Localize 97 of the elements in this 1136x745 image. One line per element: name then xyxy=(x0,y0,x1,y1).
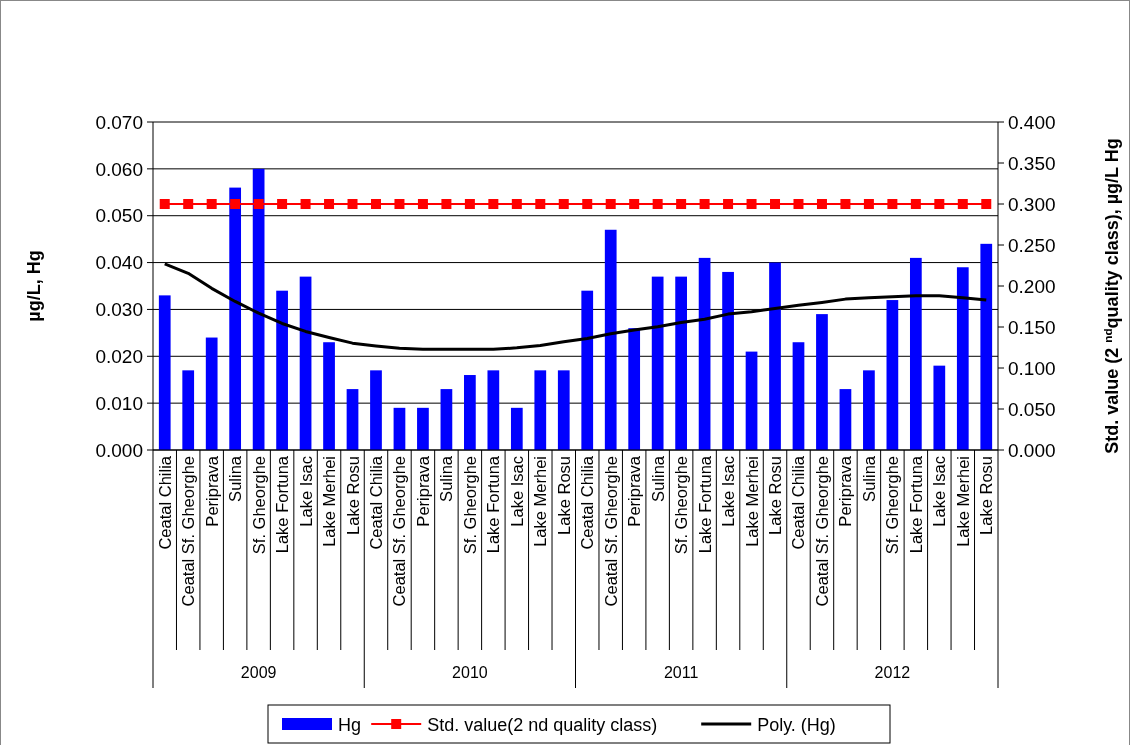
y-tick-label: 0.000 xyxy=(95,439,143,461)
bar xyxy=(252,168,265,450)
text: 2012 xyxy=(874,664,911,681)
y2-tick-label: 0.250 xyxy=(1008,234,1056,256)
bar xyxy=(276,290,288,450)
y2-tick-label: 0.000 xyxy=(1008,439,1056,461)
y-tick-label: 0.030 xyxy=(95,299,143,321)
bar xyxy=(980,243,993,450)
text: 2011 xyxy=(663,664,699,681)
bar xyxy=(417,407,429,450)
x-tick-label: Sf. Gheorghe xyxy=(460,456,479,555)
legend-label: Poly. (Hg) xyxy=(757,715,836,735)
bar xyxy=(909,257,922,450)
bar xyxy=(158,295,171,450)
bar xyxy=(956,267,969,450)
legend-label: Std. value(2 nd quality class) xyxy=(427,715,658,735)
bar xyxy=(886,300,899,450)
y2-tick-label: 0.050 xyxy=(1008,398,1056,420)
bar xyxy=(792,342,805,450)
x-tick-label: Sf. Gheorghe xyxy=(672,456,691,555)
bar xyxy=(581,290,594,450)
bar xyxy=(557,370,570,450)
x-tick-label: Lake Rosu xyxy=(977,456,996,535)
y-tick-label: 0.010 xyxy=(95,392,143,414)
bar xyxy=(534,370,547,450)
x-tick-label: Lake Merhei xyxy=(531,456,550,547)
x-tick-label: Lake Fortuna xyxy=(484,455,503,554)
x-tick-label: Lake Fortuna xyxy=(906,455,925,554)
bar xyxy=(651,276,664,450)
bar xyxy=(816,314,828,450)
x-tick-label: Lake Merhei xyxy=(320,456,339,547)
bar xyxy=(675,276,687,450)
bar xyxy=(769,262,781,450)
x-tick-label: Sf. Gheorghe xyxy=(249,456,268,555)
x-tick-label: Sf. Gheorghe xyxy=(883,456,902,555)
x-tick-label: Lake Isac xyxy=(930,456,949,527)
x-tick-label: Ceatal Chilia xyxy=(789,455,808,550)
x-tick-label: Sulina xyxy=(859,455,878,502)
x-tick-label: Ceatal Chilia xyxy=(578,455,597,550)
x-tick-label: Lake Merhei xyxy=(742,456,761,547)
y2-tick-label: 0.400 xyxy=(1008,111,1056,133)
bar xyxy=(722,271,734,450)
y-tick-label: 0.060 xyxy=(95,158,143,180)
x-tick-label: Lake Isac xyxy=(296,456,315,527)
bar xyxy=(393,407,406,450)
x-tick-label: Ceatal Sf. Gheorghe xyxy=(812,456,831,607)
x-tick-label: Lake Isac xyxy=(507,456,526,527)
bar xyxy=(182,370,195,450)
y2-tick-label: 0.300 xyxy=(1008,193,1056,215)
y-tick-label: 0.020 xyxy=(95,345,143,367)
x-tick-label: Ceatal Chilia xyxy=(155,455,174,550)
x-tick-label: Lake Fortuna xyxy=(273,455,292,554)
x-tick-label: Sulina xyxy=(437,455,456,502)
legend-label: Hg xyxy=(338,715,362,735)
y-axis-title: µg/L, Hg xyxy=(24,250,44,322)
text: 2009 xyxy=(240,664,277,681)
x-tick-label: Ceatal Chilia xyxy=(366,455,385,550)
y-tick-label: 0.070 xyxy=(95,111,143,133)
y2-tick-label: 0.100 xyxy=(1008,357,1056,379)
bar xyxy=(440,389,453,450)
bar xyxy=(229,187,242,450)
y-tick-label: 0.050 xyxy=(95,205,143,227)
bar xyxy=(628,328,641,450)
bar xyxy=(510,407,523,450)
x-tick-label: Sulina xyxy=(648,455,667,502)
bar xyxy=(933,365,946,450)
bar xyxy=(464,375,476,450)
x-tick-label: Periprava xyxy=(836,455,855,527)
bar xyxy=(370,370,382,450)
bar xyxy=(205,337,218,450)
bar xyxy=(487,370,500,450)
x-tick-label: Lake Fortuna xyxy=(695,455,714,554)
x-tick-label: Lake Merhei xyxy=(953,456,972,547)
x-tick-label: Periprava xyxy=(413,455,432,527)
x-tick-label: Lake Isac xyxy=(719,456,738,527)
y-tick-label: 0.040 xyxy=(95,252,143,274)
bar xyxy=(863,370,875,450)
x-tick-label: Ceatal Sf. Gheorghe xyxy=(601,456,620,607)
x-tick-label: Lake Rosu xyxy=(554,456,573,535)
x-tick-label: Ceatal Sf. Gheorghe xyxy=(390,456,409,607)
y2-tick-label: 0.200 xyxy=(1008,275,1056,297)
x-tick-label: Lake Rosu xyxy=(766,456,785,535)
bar xyxy=(698,257,711,450)
bar xyxy=(604,229,617,450)
bar xyxy=(346,389,359,450)
x-tick-label: Periprava xyxy=(625,455,644,527)
y2-tick-label: 0.350 xyxy=(1008,152,1056,174)
bar xyxy=(299,276,312,450)
bar xyxy=(839,389,852,450)
text: 2010 xyxy=(452,664,488,681)
x-tick-label: Ceatal Sf. Gheorghe xyxy=(179,456,198,607)
bar xyxy=(323,342,335,450)
x-tick-label: Sulina xyxy=(226,455,245,502)
y2-tick-label: 0.150 xyxy=(1008,316,1056,338)
x-tick-label: Periprava xyxy=(202,455,221,527)
x-tick-label: Lake Rosu xyxy=(343,456,362,535)
bar xyxy=(745,351,758,450)
